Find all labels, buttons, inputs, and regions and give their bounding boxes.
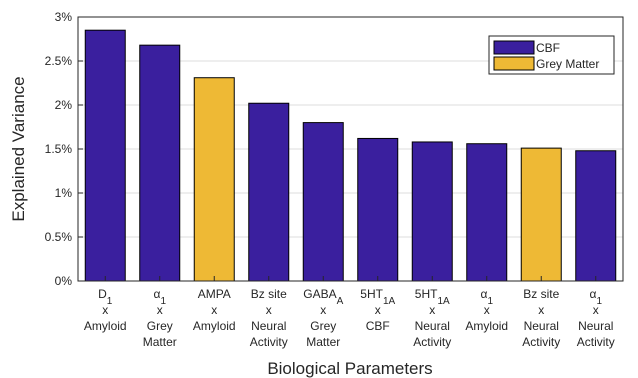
x-tick-label: x [157, 303, 163, 317]
bar [411, 141, 453, 282]
x-tick-label: Neural [251, 319, 286, 333]
x-tick-label: x [375, 303, 381, 317]
x-tick-label: x [429, 303, 435, 317]
x-tick-label: α1 [154, 287, 167, 307]
x-tick-label: x [102, 303, 108, 317]
bar [139, 44, 181, 282]
x-tick-label: x [593, 303, 599, 317]
x-tick-label: Bz site [251, 287, 287, 301]
x-tick-label: Grey [147, 319, 173, 333]
y-tick-label: 0.5% [45, 230, 73, 244]
x-tick-label: Matter [143, 335, 177, 349]
bar [357, 137, 399, 282]
x-tick-label: x [211, 303, 217, 317]
legend-label: CBF [536, 41, 560, 55]
bar [84, 29, 126, 282]
x-tick-label: α1 [590, 287, 603, 307]
x-tick-label: Neural [415, 319, 450, 333]
legend-label: Grey Matter [536, 57, 599, 71]
x-tick-label: Matter [306, 335, 340, 349]
y-tick-label: 0% [55, 274, 73, 288]
x-tick-label: Activity [522, 335, 560, 349]
x-tick-label: D1 [98, 287, 113, 307]
legend-swatch [493, 56, 535, 71]
x-tick-label: Neural [524, 319, 559, 333]
x-tick-label: 5HT1A [360, 287, 395, 307]
x-tick-label: Amyloid [84, 319, 127, 333]
bar [302, 122, 344, 282]
x-tick-label: 5HT1A [415, 287, 450, 307]
bar [193, 77, 235, 282]
x-tick-label: Amyloid [465, 319, 508, 333]
x-tick-label: GABAA [303, 287, 343, 307]
x-tick-label: x [538, 303, 544, 317]
x-tick-label: x [320, 303, 326, 317]
x-tick-label: Activity [250, 335, 288, 349]
x-tick-label: Activity [577, 335, 615, 349]
y-tick-label: 1.5% [45, 142, 73, 156]
x-tick-label: Activity [413, 335, 451, 349]
x-tick-label: Bz site [523, 287, 559, 301]
bar [575, 150, 617, 282]
x-tick-label: AMPA [198, 287, 231, 301]
y-axis-ticks: 0% 0.5% 1% 1.5% 2% 2.5% 3% [45, 10, 83, 288]
legend-swatch [493, 40, 535, 55]
legend: CBF Grey Matter [488, 35, 615, 75]
y-tick-label: 1% [55, 186, 73, 200]
x-axis-label: Biological Parameters [267, 359, 432, 378]
y-tick-label: 3% [55, 10, 73, 24]
bar [466, 143, 508, 282]
x-tick-label: CBF [366, 319, 390, 333]
y-tick-label: 2% [55, 98, 73, 112]
x-tick-label: α1 [481, 287, 494, 307]
y-tick-label: 2.5% [45, 54, 73, 68]
x-tick-label: x [266, 303, 272, 317]
y-axis-label: Explained Variance [9, 76, 28, 221]
x-tick-label: x [484, 303, 490, 317]
x-tick-label: Amyloid [193, 319, 236, 333]
bar [248, 102, 290, 282]
x-tick-label: Grey [310, 319, 336, 333]
x-tick-label: Neural [578, 319, 613, 333]
bar [520, 147, 562, 282]
